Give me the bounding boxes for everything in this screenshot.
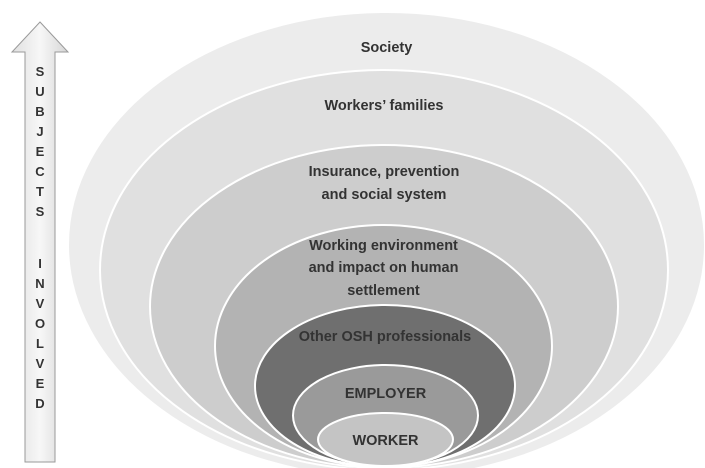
ring-label: Working environment bbox=[309, 238, 458, 254]
arrow-word: INVOLVED bbox=[33, 256, 48, 416]
ring-label: and social system bbox=[322, 187, 447, 203]
rings: Society Workers’ families Insurance, preve… bbox=[67, 11, 705, 468]
ring bbox=[317, 412, 454, 467]
ring-label: EMPLOYER bbox=[345, 386, 427, 402]
arrow bbox=[10, 21, 70, 463]
ring-label: Workers’ families bbox=[324, 98, 443, 114]
ring-label: Other OSH professionals bbox=[299, 329, 471, 345]
ring-label: and impact on human bbox=[309, 260, 459, 276]
ring-label: Insurance, prevention bbox=[309, 164, 460, 180]
ring-label: WORKER bbox=[352, 433, 419, 449]
arrow-word: SUBJECTS bbox=[33, 64, 48, 224]
ring-label: settlement bbox=[347, 283, 420, 299]
ring-label: Society bbox=[361, 40, 413, 56]
